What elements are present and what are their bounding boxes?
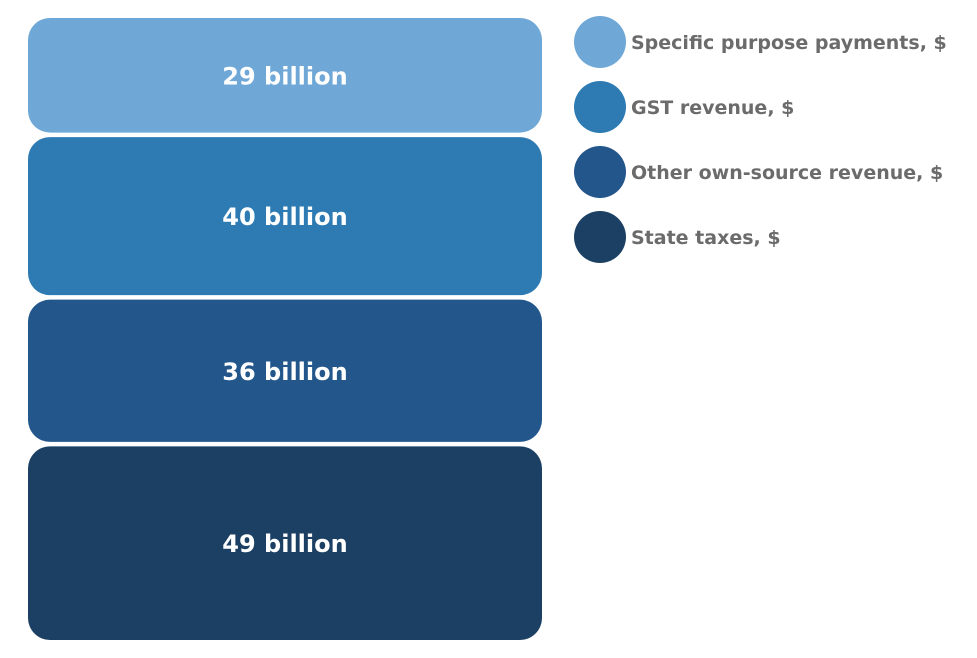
legend-swatch-other-own-source-revenue — [574, 146, 626, 198]
block-label: 49 billion — [222, 530, 347, 558]
legend-label: Other own-source revenue, $ — [631, 162, 943, 184]
block-label: 36 billion — [222, 358, 347, 386]
block-label: 29 billion — [222, 62, 347, 90]
block-gst-revenue — [28, 137, 542, 296]
legend-label: State taxes, $ — [631, 227, 781, 249]
legend-swatch-state-taxes — [574, 211, 626, 263]
legend-label: Specific purpose payments, $ — [631, 32, 947, 54]
block-specific-purpose-payments — [28, 18, 542, 133]
legend: Specific purpose payments, $ GST revenue,… — [574, 16, 947, 263]
block-state-taxes — [28, 446, 542, 640]
blocks: 29 billion 40 billion 36 billion 49 billion — [28, 18, 542, 640]
legend-swatch-specific-purpose-payments — [574, 16, 626, 68]
legend-swatch-gst-revenue — [574, 81, 626, 133]
block-label: 40 billion — [222, 203, 347, 231]
block-other-own-source-revenue — [28, 299, 542, 442]
legend-label: GST revenue, $ — [631, 97, 794, 119]
